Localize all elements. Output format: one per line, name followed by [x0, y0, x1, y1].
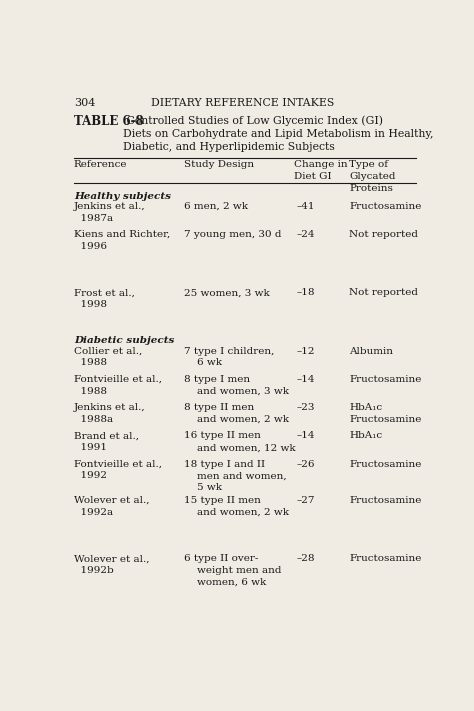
Text: Change in
Diet GI: Change in Diet GI: [294, 160, 348, 181]
Text: HbA₁c
Fructosamine: HbA₁c Fructosamine: [349, 403, 422, 424]
Text: 25 women, 3 wk: 25 women, 3 wk: [184, 289, 270, 297]
Text: –28: –28: [296, 555, 315, 563]
Text: Frost et al.,
  1998: Frost et al., 1998: [74, 289, 135, 309]
Text: –27: –27: [296, 496, 315, 505]
Text: Fructosamine: Fructosamine: [349, 460, 422, 469]
Text: Study Design: Study Design: [184, 160, 254, 169]
Text: Albumin: Albumin: [349, 347, 393, 356]
Text: –14: –14: [296, 432, 315, 440]
Text: –26: –26: [296, 460, 315, 469]
Text: Fructosamine: Fructosamine: [349, 496, 422, 505]
Text: 8 type II men
    and women, 2 wk: 8 type II men and women, 2 wk: [184, 403, 289, 424]
Text: Diabetic subjects: Diabetic subjects: [74, 336, 174, 346]
Text: Jenkins et al.,
  1987a: Jenkins et al., 1987a: [74, 202, 146, 223]
Text: Not reported: Not reported: [349, 230, 419, 239]
Text: 16 type II men
    and women, 12 wk: 16 type II men and women, 12 wk: [184, 432, 296, 452]
Text: 6 type II over-
    weight men and
    women, 6 wk: 6 type II over- weight men and women, 6 …: [184, 555, 282, 587]
Text: Fontvieille et al.,
  1992: Fontvieille et al., 1992: [74, 460, 162, 481]
Text: –12: –12: [296, 347, 315, 356]
Text: TABLE 6-8: TABLE 6-8: [74, 115, 144, 129]
Text: 304: 304: [74, 98, 95, 108]
Text: 15 type II men
    and women, 2 wk: 15 type II men and women, 2 wk: [184, 496, 289, 517]
Text: –14: –14: [296, 375, 315, 384]
Text: 8 type I men
    and women, 3 wk: 8 type I men and women, 3 wk: [184, 375, 289, 396]
Text: Healthy subjects: Healthy subjects: [74, 191, 171, 201]
Text: Jenkins et al.,
  1988a: Jenkins et al., 1988a: [74, 403, 146, 424]
Text: –23: –23: [296, 403, 315, 412]
Text: Wolever et al.,
  1992a: Wolever et al., 1992a: [74, 496, 149, 517]
Text: HbA₁c: HbA₁c: [349, 432, 383, 440]
Text: DIETARY REFERENCE INTAKES: DIETARY REFERENCE INTAKES: [151, 98, 335, 108]
Text: Fructosamine: Fructosamine: [349, 202, 422, 211]
Text: Fontvieille et al.,
  1988: Fontvieille et al., 1988: [74, 375, 162, 396]
Text: Reference: Reference: [74, 160, 128, 169]
Text: 18 type I and II
    men and women,
    5 wk: 18 type I and II men and women, 5 wk: [184, 460, 287, 492]
Text: Fructosamine: Fructosamine: [349, 375, 422, 384]
Text: Wolever et al.,
  1992b: Wolever et al., 1992b: [74, 555, 149, 575]
Text: 7 type I children,
    6 wk: 7 type I children, 6 wk: [184, 347, 274, 368]
Text: –41: –41: [296, 202, 315, 211]
Text: Controlled Studies of Low Glycemic Index (GI)
Diets on Carbohydrate and Lipid Me: Controlled Studies of Low Glycemic Index…: [123, 115, 433, 152]
Text: Collier et al.,
  1988: Collier et al., 1988: [74, 347, 142, 368]
Text: Type of
Glycated
Proteins: Type of Glycated Proteins: [349, 160, 396, 193]
Text: Brand et al.,
  1991: Brand et al., 1991: [74, 432, 139, 452]
Text: 6 men, 2 wk: 6 men, 2 wk: [184, 202, 248, 211]
Text: –24: –24: [296, 230, 315, 239]
Text: –18: –18: [296, 289, 315, 297]
Text: Not reported: Not reported: [349, 289, 419, 297]
Text: Fructosamine: Fructosamine: [349, 555, 422, 563]
Text: 7 young men, 30 d: 7 young men, 30 d: [184, 230, 282, 239]
Text: Kiens and Richter,
  1996: Kiens and Richter, 1996: [74, 230, 170, 251]
